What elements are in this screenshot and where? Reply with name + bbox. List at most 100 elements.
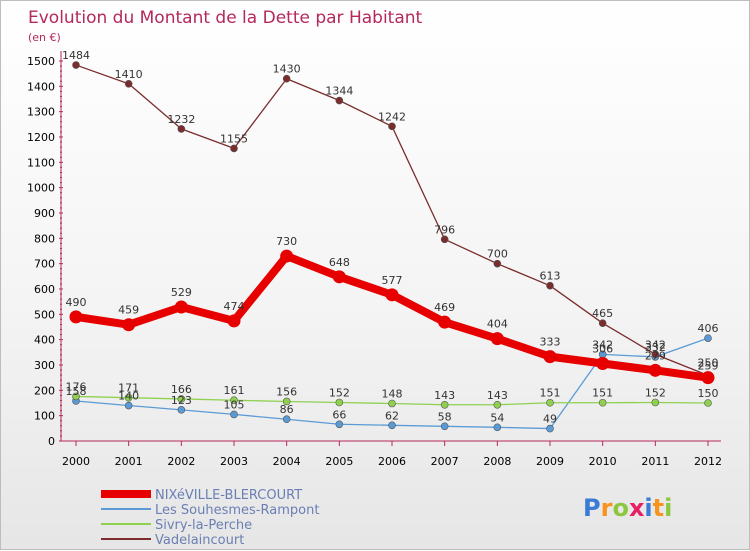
- data-point: [72, 61, 80, 69]
- data-point: [438, 315, 452, 329]
- y-tick-label: 700: [34, 258, 55, 271]
- data-label: 148: [382, 388, 403, 401]
- data-point: [230, 396, 238, 405]
- data-label: 105: [224, 398, 245, 411]
- y-tick-label: 1300: [27, 106, 55, 119]
- data-point: [388, 421, 396, 430]
- legend-label: Vadelaincourt: [155, 533, 244, 548]
- data-label: 1344: [325, 85, 353, 98]
- data-label: 613: [540, 270, 561, 283]
- data-point: [335, 96, 344, 105]
- data-point: [227, 314, 241, 328]
- x-tick-label: 2003: [220, 455, 248, 468]
- data-label: 158: [66, 385, 87, 398]
- data-point: [282, 74, 291, 83]
- y-tick-label: 1000: [27, 182, 55, 195]
- data-point: [72, 392, 80, 401]
- data-label: 1242: [378, 110, 406, 123]
- axes: 0 100 200 300 400 500 600 700 800 900 1000 1100 1200…: [27, 51, 722, 468]
- x-tick-label: 2000: [62, 455, 90, 468]
- data-label: 62: [385, 409, 399, 422]
- x-tick-label: 2012: [694, 455, 722, 468]
- logo-letter: P: [583, 494, 601, 522]
- data-label: 58: [438, 410, 452, 423]
- data-label: 54: [490, 411, 504, 424]
- y-tick-label: 200: [34, 384, 55, 397]
- data-point: [335, 420, 344, 429]
- data-point: [490, 332, 504, 346]
- data-point: [704, 334, 712, 342]
- data-label: 250: [698, 357, 719, 370]
- data-point: [282, 397, 291, 406]
- data-label: 151: [592, 387, 613, 400]
- data-label: 49: [543, 413, 557, 426]
- data-label: 700: [487, 248, 508, 261]
- logo-letter: i: [644, 494, 652, 522]
- legend-label: NIXéVILLE-BLERCOURT: [155, 488, 302, 503]
- logo-letter: x: [629, 494, 645, 522]
- data-label: 1484: [62, 49, 90, 62]
- data-label: 459: [118, 304, 139, 317]
- data-label: 86: [280, 403, 294, 416]
- y-tick-label: 900: [34, 207, 55, 220]
- data-label: 140: [118, 390, 139, 403]
- data-point: [440, 422, 449, 431]
- x-tick-label: 2006: [378, 455, 406, 468]
- data-point: [282, 415, 291, 424]
- data-point: [651, 350, 660, 359]
- y-tick-label: 0: [48, 435, 55, 448]
- logo-letter: o: [612, 494, 629, 522]
- x-tick-label: 2002: [167, 455, 195, 468]
- data-point: [177, 125, 186, 133]
- y-tick-label: 800: [34, 232, 55, 245]
- data-point: [122, 318, 136, 332]
- x-tick-label: 2011: [641, 455, 669, 468]
- data-label: 123: [171, 394, 192, 407]
- data-label: 469: [434, 301, 455, 314]
- data-label: 161: [224, 384, 245, 397]
- data-point: [124, 80, 133, 88]
- series-layer: [69, 61, 715, 433]
- data-point: [440, 400, 449, 409]
- x-tick-label: 2001: [115, 455, 143, 468]
- data-point: [543, 350, 557, 364]
- data-label: 1430: [273, 63, 301, 76]
- logo-letter: t: [653, 494, 664, 522]
- y-tick-label: 500: [34, 308, 55, 321]
- x-tick-label: 2005: [325, 455, 353, 468]
- y-tick-label: 1200: [27, 131, 55, 144]
- data-point: [69, 310, 83, 324]
- chart-subtitle: (en €): [28, 31, 61, 44]
- data-label: 66: [332, 408, 346, 421]
- data-point: [388, 122, 396, 131]
- data-label: 150: [698, 387, 719, 400]
- data-label: 143: [434, 389, 455, 402]
- y-tick-label: 1500: [27, 55, 55, 68]
- y-tick-label: 400: [34, 334, 55, 347]
- data-point: [332, 270, 346, 284]
- data-label: 176: [66, 380, 87, 393]
- data-point: [546, 281, 554, 290]
- data-label: 152: [645, 386, 666, 399]
- data-label: 404: [487, 318, 508, 331]
- data-label: 332: [645, 341, 666, 354]
- data-label: 259: [698, 359, 719, 372]
- legend-label: Sivry-la-Perche: [155, 518, 252, 533]
- data-label: 1232: [167, 113, 195, 126]
- data-point: [230, 144, 238, 153]
- data-label: 1155: [220, 132, 248, 145]
- data-point: [177, 395, 186, 403]
- data-label: 171: [118, 382, 139, 395]
- data-point: [651, 398, 660, 407]
- x-tick-label: 2010: [589, 455, 617, 468]
- data-label: 151: [540, 387, 561, 400]
- data-point: [493, 259, 502, 268]
- data-point: [280, 249, 294, 263]
- y-tick-label: 300: [34, 359, 55, 372]
- data-point: [598, 398, 607, 407]
- data-point: [596, 356, 610, 370]
- data-point: [385, 288, 399, 302]
